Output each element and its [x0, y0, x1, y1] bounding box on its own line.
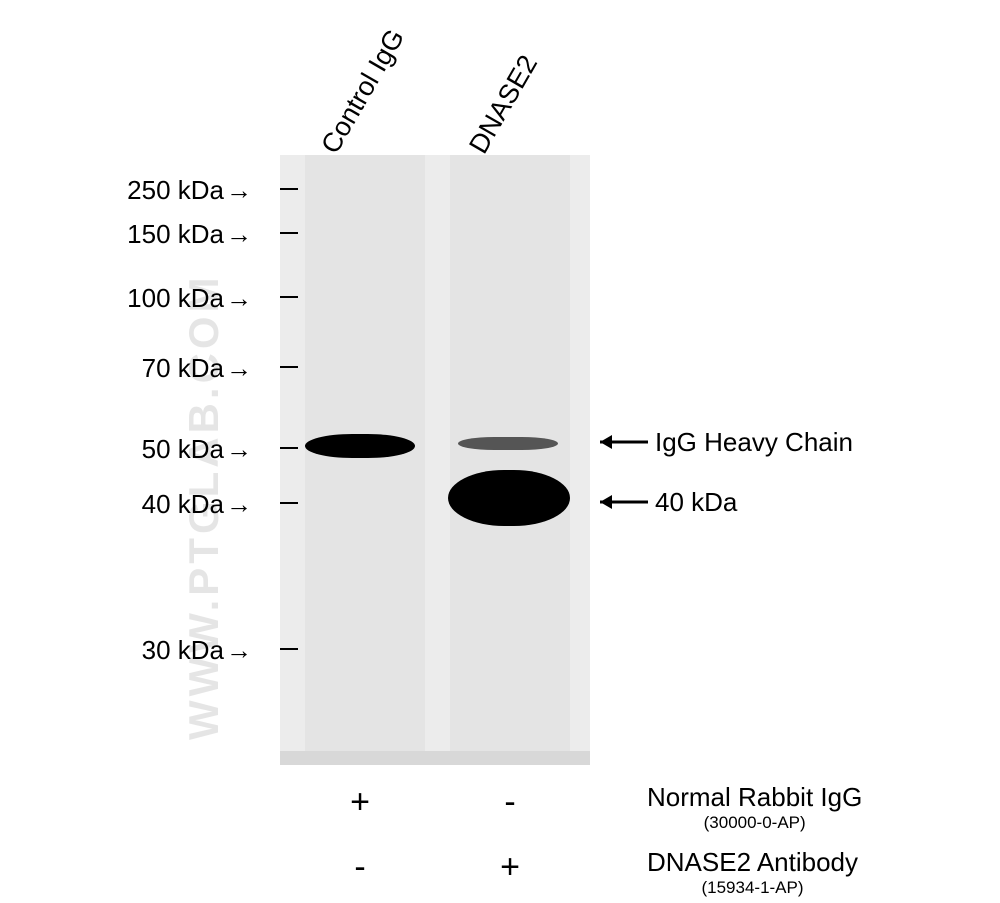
mw-250: 250 kDa→ — [82, 175, 252, 206]
arrow-right-icon: → — [226, 219, 252, 250]
row2-label: DNASE2 Antibody (15934-1-AP) — [647, 847, 858, 898]
band-dnase2-hc — [458, 437, 558, 450]
mw-70: 70 kDa→ — [82, 353, 252, 384]
mw-label: 150 kDa — [127, 219, 224, 249]
row2-label-main: DNASE2 Antibody — [647, 847, 858, 877]
mw-label: 40 kDa — [142, 489, 224, 519]
blot-background — [280, 155, 590, 765]
arrow-right-icon: → — [226, 489, 252, 520]
row2-lane2-symbol: + — [490, 848, 530, 887]
mw-label: 50 kDa — [142, 434, 224, 464]
lane-1-bg — [305, 155, 425, 765]
mw-label: 100 kDa — [127, 283, 224, 313]
annotation-40kda: 40 kDa — [655, 487, 737, 518]
figure-root: WWW.PTGLAB.COM Control IgG DNASE2 250 kD… — [0, 0, 1000, 903]
arrow-right-icon: → — [226, 175, 252, 206]
row1-lane2-symbol: - — [490, 783, 530, 822]
row1-label-main: Normal Rabbit IgG — [647, 782, 862, 812]
annotation-arrows — [590, 420, 660, 540]
mw-100: 100 kDa→ — [82, 283, 252, 314]
band-control-igg-hc — [305, 434, 415, 458]
arrow-right-icon: → — [226, 353, 252, 384]
band-dnase2-40kda — [448, 470, 570, 526]
row1-label: Normal Rabbit IgG (30000-0-AP) — [647, 782, 862, 833]
mw-50: 50 kDa→ — [82, 434, 252, 465]
row2-label-sub: (15934-1-AP) — [647, 878, 858, 898]
lane-label-control: Control IgG — [315, 24, 411, 159]
blot-bottom-edge — [280, 751, 590, 765]
lane-2-bg — [450, 155, 570, 765]
mw-30: 30 kDa→ — [82, 635, 252, 666]
lane-label-dnase2: DNASE2 — [463, 50, 544, 159]
row1-lane1-symbol: + — [340, 783, 380, 822]
annotation-igghc: IgG Heavy Chain — [655, 427, 853, 458]
arrow-right-icon: → — [226, 635, 252, 666]
arrow-right-icon: → — [226, 283, 252, 314]
mw-label: 70 kDa — [142, 353, 224, 383]
row2-lane1-symbol: - — [340, 848, 380, 887]
arrow-right-icon: → — [226, 434, 252, 465]
mw-150: 150 kDa→ — [82, 219, 252, 250]
mw-tick-lines — [280, 155, 310, 765]
row1-label-sub: (30000-0-AP) — [647, 813, 862, 833]
mw-label: 30 kDa — [142, 635, 224, 665]
mw-label: 250 kDa — [127, 175, 224, 205]
mw-40: 40 kDa→ — [82, 489, 252, 520]
